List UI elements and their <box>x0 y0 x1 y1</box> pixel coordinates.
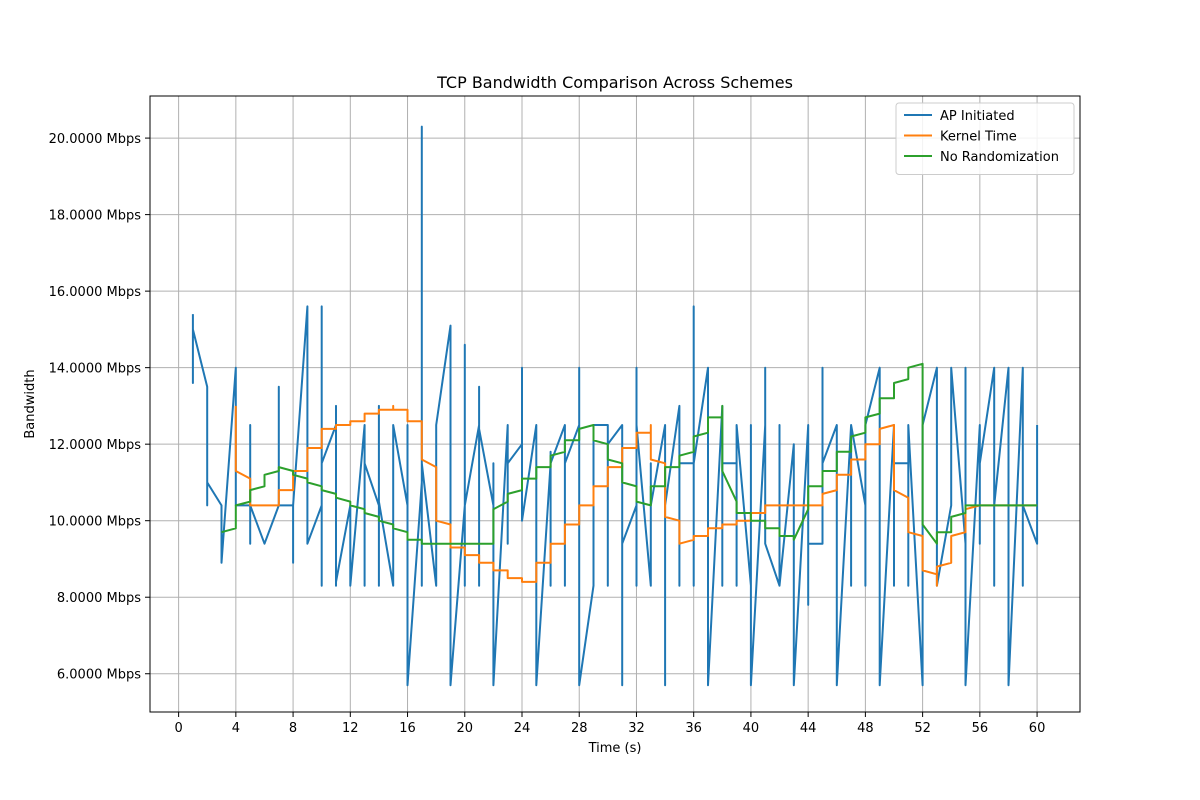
x-tick-label: 40 <box>743 721 760 736</box>
y-tick-label: 6.0000 Mbps <box>57 668 141 683</box>
x-tick-label: 4 <box>232 721 240 736</box>
chart-title: TCP Bandwidth Comparison Across Schemes <box>436 73 793 92</box>
x-tick-label: 32 <box>628 721 645 736</box>
x-tick-label: 28 <box>571 721 588 736</box>
legend-entry: Kernel Time <box>940 130 1017 145</box>
legend-entry: AP Initiated <box>940 109 1015 124</box>
x-tick-label: 8 <box>289 721 297 736</box>
x-tick-label: 56 <box>972 721 989 736</box>
y-tick-label: 16.0000 Mbps <box>49 285 142 300</box>
x-tick-label: 12 <box>342 721 359 736</box>
x-tick-label: 16 <box>399 721 416 736</box>
x-axis-ticks: 0 4 8 12 16 20 24 28 32 36 40 44 48 52 56 60 <box>174 712 1045 736</box>
legend-box <box>895 102 1075 175</box>
plot-frame <box>149 95 1081 713</box>
y-tick-label: 18.0000 Mbps <box>49 209 142 224</box>
y-axis-label: Bandwidth <box>23 369 38 438</box>
x-tick-label: 52 <box>914 721 931 736</box>
x-tick-label: 44 <box>800 721 817 736</box>
x-tick-label: 24 <box>514 721 531 736</box>
y-axis-ticks: 6.0000 Mbps 8.0000 Mbps 10.0000 Mbps 12.000… <box>49 132 150 683</box>
series-line-no-randomization <box>221 362 1038 545</box>
x-tick-label: 20 <box>456 721 473 736</box>
x-axis-label: Time (s) <box>588 741 642 756</box>
series-line-kernel-time <box>234 404 1038 587</box>
y-tick-label: 20.0000 Mbps <box>49 132 142 147</box>
legend-entry: No Randomization <box>940 150 1059 165</box>
y-tick-label: 12.0000 Mbps <box>49 438 142 453</box>
series-lines <box>191 125 1039 687</box>
y-tick-label: 10.0000 Mbps <box>49 515 142 530</box>
x-tick-label: 0 <box>174 721 182 736</box>
series-line-ap-initiated <box>191 125 1039 687</box>
legend: AP Initiated Kernel Time No Randomization <box>895 102 1075 175</box>
y-tick-label: 8.0000 Mbps <box>57 591 141 606</box>
y-tick-label: 14.0000 Mbps <box>49 362 142 377</box>
x-tick-label: 60 <box>1029 721 1046 736</box>
x-tick-label: 36 <box>685 721 702 736</box>
x-tick-label: 48 <box>857 721 874 736</box>
